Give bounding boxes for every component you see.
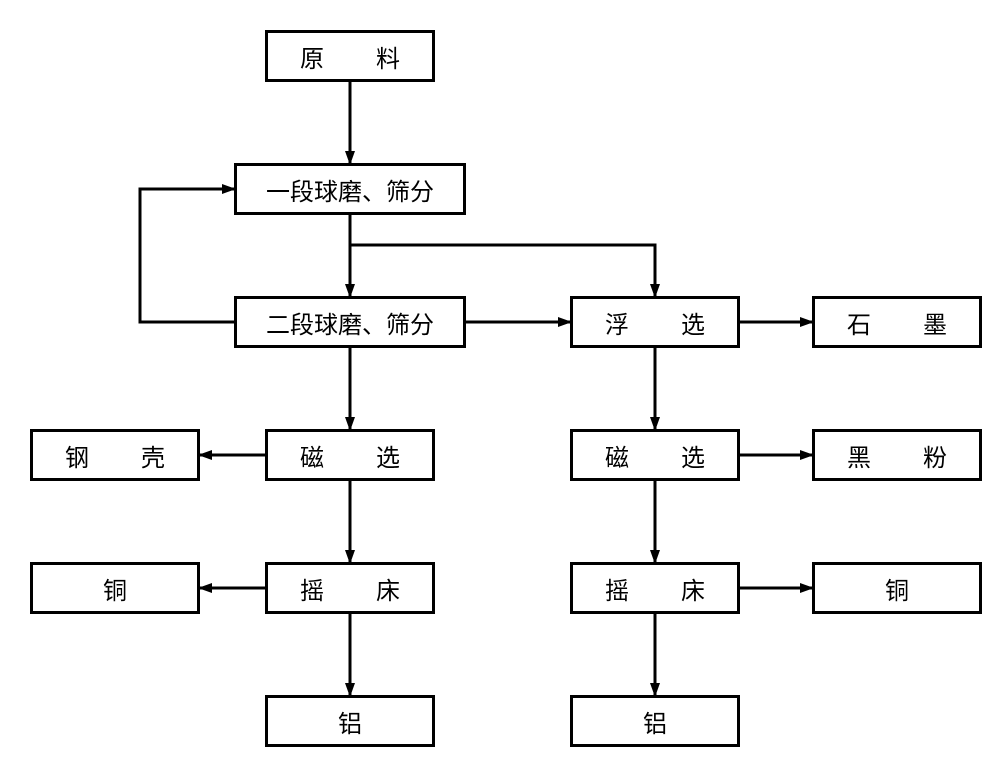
node-label-char: 摇 <box>300 571 324 606</box>
node-magL: 磁选 <box>265 429 435 481</box>
edge-mill1-float <box>350 215 655 296</box>
node-label-char: 床 <box>376 571 400 606</box>
node-label-char: 浮 <box>605 305 629 340</box>
flowchart-canvas: 原料一段球磨、筛分二段球磨、筛分浮选石墨钢壳磁选磁选黑粉铜摇床摇床铜铝铝 <box>0 0 1000 765</box>
node-label-char: 选 <box>681 305 705 340</box>
node-tableL: 摇床 <box>265 562 435 614</box>
node-label: 浮选 <box>579 305 731 340</box>
node-float: 浮选 <box>570 296 740 348</box>
edge-mill2-mill1 <box>140 189 234 322</box>
node-label-char: 选 <box>681 438 705 473</box>
node-label: 铝 <box>643 704 667 739</box>
node-steel: 钢壳 <box>30 429 200 481</box>
node-label: 铜 <box>103 571 127 606</box>
node-mill1: 一段球磨、筛分 <box>234 163 466 215</box>
node-label-char: 壳 <box>141 438 165 473</box>
node-label: 一段球磨、筛分 <box>266 172 434 207</box>
node-magR: 磁选 <box>570 429 740 481</box>
node-label: 铝 <box>338 704 362 739</box>
node-alL: 铝 <box>265 695 435 747</box>
node-label-char: 黑 <box>847 438 871 473</box>
node-label: 磁选 <box>579 438 731 473</box>
node-label: 黑粉 <box>821 438 973 473</box>
node-label-char: 摇 <box>605 571 629 606</box>
node-label: 磁选 <box>274 438 426 473</box>
node-cuL: 铜 <box>30 562 200 614</box>
node-blackp: 黑粉 <box>812 429 982 481</box>
node-label-char: 石 <box>847 305 871 340</box>
node-label: 铜 <box>885 571 909 606</box>
node-label: 摇床 <box>579 571 731 606</box>
node-label-char: 钢 <box>65 438 89 473</box>
node-label: 二段球磨、筛分 <box>266 305 434 340</box>
node-label: 原料 <box>274 39 426 74</box>
node-graphite: 石墨 <box>812 296 982 348</box>
node-label-char: 磁 <box>605 438 629 473</box>
node-label-char: 原 <box>300 39 324 74</box>
node-label-char: 粉 <box>923 438 947 473</box>
node-label: 石墨 <box>821 305 973 340</box>
node-alR: 铝 <box>570 695 740 747</box>
node-label-char: 选 <box>376 438 400 473</box>
node-label-char: 墨 <box>923 305 947 340</box>
node-label: 钢壳 <box>39 438 191 473</box>
node-label-char: 床 <box>681 571 705 606</box>
node-tableR: 摇床 <box>570 562 740 614</box>
node-raw: 原料 <box>265 30 435 82</box>
node-mill2: 二段球磨、筛分 <box>234 296 466 348</box>
node-cuR: 铜 <box>812 562 982 614</box>
node-label-char: 磁 <box>300 438 324 473</box>
flowchart-edges <box>0 0 1000 765</box>
node-label-char: 料 <box>376 39 400 74</box>
node-label: 摇床 <box>274 571 426 606</box>
